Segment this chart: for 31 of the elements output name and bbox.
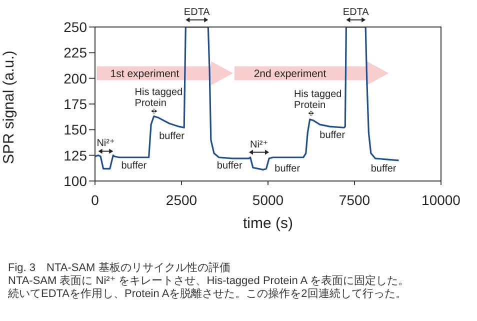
line-series [95, 27, 400, 171]
text: Fig. 3 NTA-SAM 基板のリサイクル性の評価 [8, 262, 232, 275]
y-tick-label: 225 [64, 44, 88, 61]
text: NTA-SAM 表面に Ni²⁺ をキレートさせ、His-tagged Protein A を表面に固定した。続いてEDTAを作用し、Protein Aを脱離させた。この操作を2回連続して行った。 [8, 275, 410, 301]
x-tick-label: 10000 [422, 192, 461, 208]
annotation: buffer [216, 160, 243, 172]
annotation: His tagged Protein [134, 87, 183, 110]
annotation: 1st experiment [110, 68, 180, 80]
y-tick-label: 100 [64, 172, 88, 189]
y-tick-label: 125 [64, 147, 88, 164]
text: EDTA [184, 6, 210, 18]
annotation: 2nd experiment [254, 68, 326, 80]
x-tick-label: 0 [91, 192, 100, 208]
y-axis-title: SPR signal (a.u.) [0, 50, 18, 164]
annotation: buffer [320, 130, 346, 141]
annotation: buffer [159, 130, 186, 142]
x-tick-label: 2500 [166, 192, 198, 208]
annotation: His tagged Protein [294, 89, 342, 112]
y-tick-label: 250 [64, 18, 88, 35]
annotation: Ni²⁺ [250, 139, 268, 150]
y-tick-label: 150 [64, 122, 88, 138]
x-axis-title: time (s) [243, 215, 293, 232]
annotation: buffer [370, 164, 397, 175]
annotation: Ni²⁺ [96, 138, 115, 150]
x-tick-label: 7500 [338, 192, 370, 208]
text: EDTA [342, 6, 370, 18]
annotation: buffer [121, 160, 148, 172]
annotation: buffer [274, 164, 301, 175]
y-tick-label: 175 [64, 96, 88, 112]
y-tick-label: 200 [64, 70, 88, 86]
x-tick-label: 5000 [252, 192, 284, 208]
